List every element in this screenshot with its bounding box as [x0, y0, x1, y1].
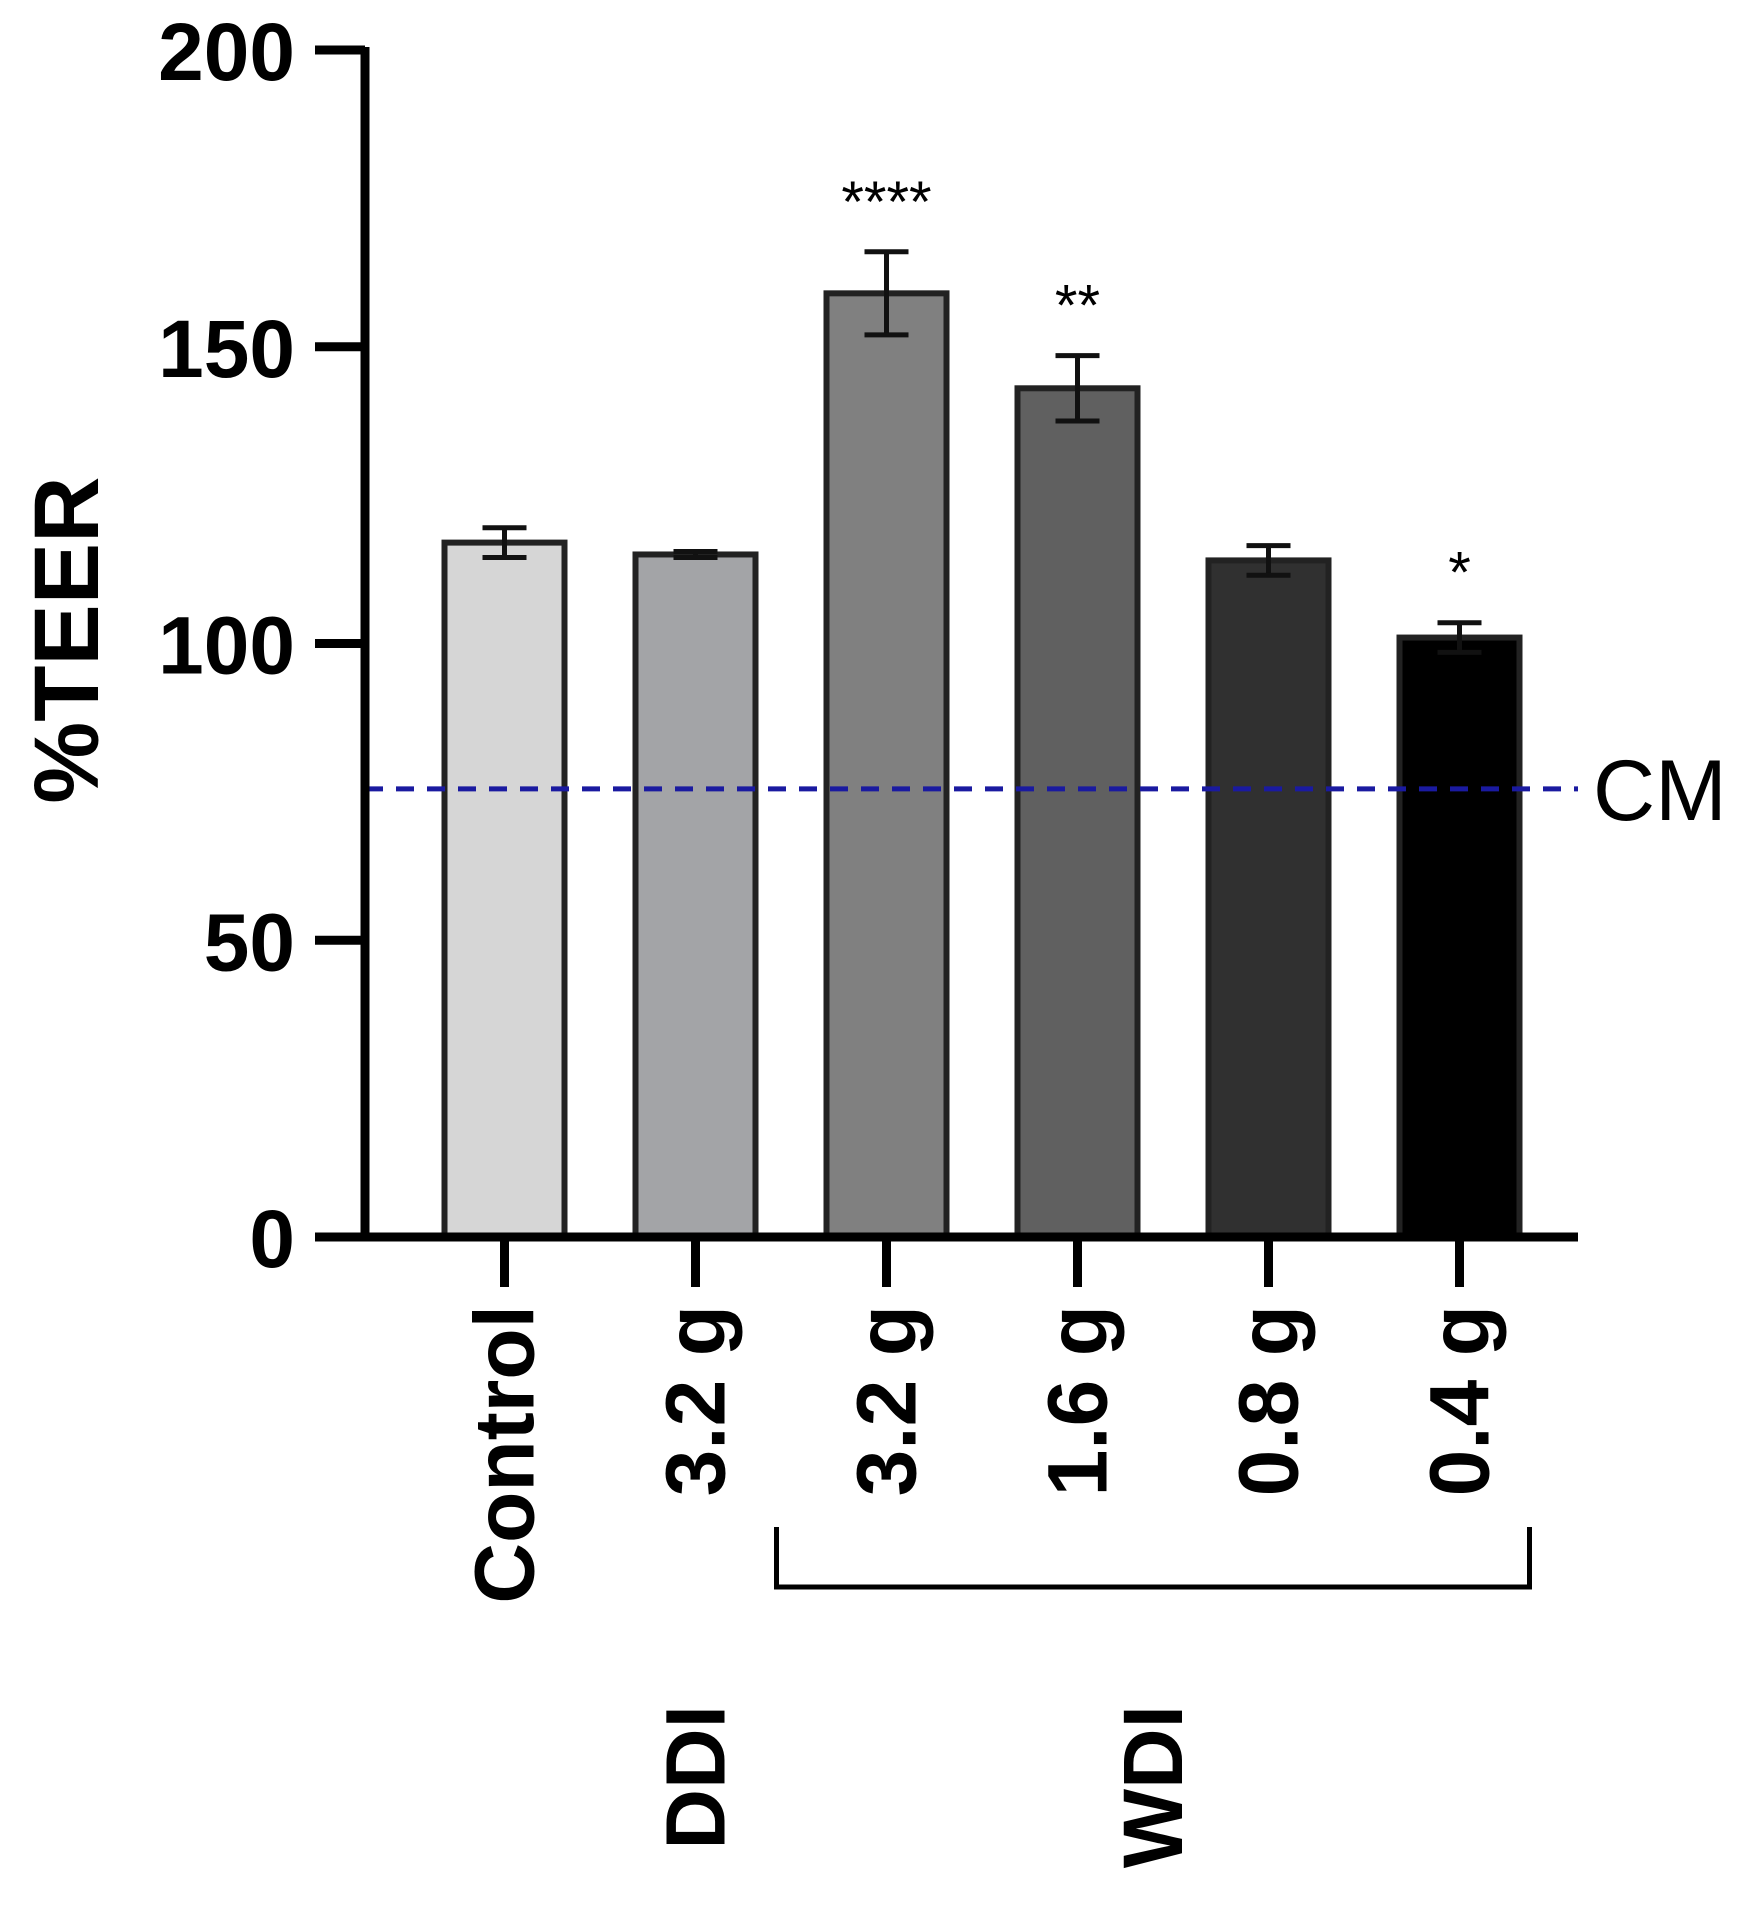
bar-5	[1396, 634, 1523, 1240]
significance-label-5: *	[1448, 541, 1471, 606]
reference-line-label: CM	[1593, 743, 1727, 839]
group-bracket-1	[774, 1527, 1532, 1590]
category-label-0: Control	[458, 1305, 552, 1604]
error-bar-5	[1437, 620, 1482, 655]
error-bar-1	[673, 549, 718, 560]
y-tick-label-0: 0	[249, 1194, 295, 1285]
group-label-ddi: DDI	[649, 1705, 743, 1850]
error-bar-3	[1055, 353, 1100, 424]
y-tick-label-4: 200	[158, 7, 295, 98]
bar-0	[441, 539, 568, 1240]
category-label-2: 3.2 g	[840, 1305, 934, 1496]
bar-3	[1014, 385, 1141, 1241]
bar-1	[632, 551, 759, 1240]
axes-layer: 0 50 100 150 200	[158, 7, 1578, 1590]
group-label-wdi: WDI	[1106, 1705, 1200, 1868]
y-axis-label: %TEER	[16, 476, 118, 803]
category-label-4: 0.8 g	[1222, 1305, 1316, 1496]
bars-layer	[441, 249, 1523, 1241]
significance-label-3: **	[1055, 274, 1100, 339]
bar-2	[823, 290, 950, 1240]
category-label-1: 3.2 g	[649, 1305, 743, 1496]
significance-label-2: ****	[841, 170, 931, 235]
reference-line-layer: CM	[365, 743, 1727, 839]
error-bar-0	[482, 525, 527, 560]
category-label-5: 0.4 g	[1413, 1305, 1507, 1496]
error-bar-2	[864, 249, 909, 338]
category-label-3: 1.6 g	[1031, 1305, 1125, 1496]
y-tick-label-1: 50	[204, 897, 295, 988]
y-tick-label-3: 150	[158, 304, 295, 395]
y-tick-label-2: 100	[158, 601, 295, 692]
error-bar-4	[1246, 543, 1291, 578]
bar-4	[1205, 557, 1332, 1240]
